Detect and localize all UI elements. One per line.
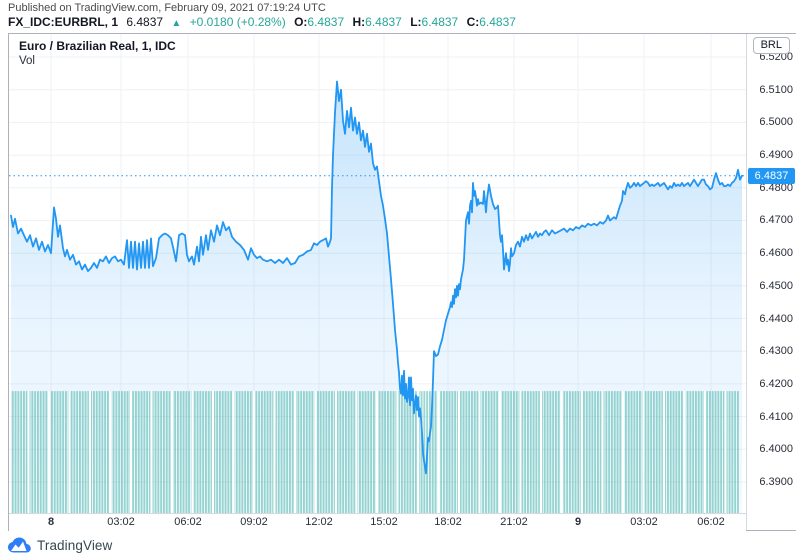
time-tick-label: 09:02 <box>240 516 268 528</box>
high-value: 6.4837 <box>365 15 402 29</box>
chart-frame: Euro / Brazilian Real, 1, IDC Vol BRL 6.… <box>8 33 796 531</box>
time-tick-label: 03:02 <box>630 516 658 528</box>
published-line: Published on TradingView.com, February 0… <box>8 2 326 14</box>
last-price-chip: 6.4837 <box>748 168 795 184</box>
time-tick-label: 06:02 <box>174 516 202 528</box>
price-line-path <box>10 80 743 475</box>
last-price-value: 6.4837 <box>126 15 164 29</box>
price-tick-label: 6.5200 <box>759 51 793 63</box>
price-tick-label: 6.4800 <box>759 181 793 194</box>
low-label: L: <box>410 15 422 29</box>
time-tick-label: 15:02 <box>370 516 398 528</box>
tradingview-logo-icon <box>8 537 31 553</box>
price-tick-label: 6.4300 <box>759 345 793 358</box>
price-tick-label: 6.4900 <box>759 149 793 162</box>
price-tick-label: 6.4000 <box>759 443 793 456</box>
price-tick-label: 6.4100 <box>759 410 793 423</box>
price-change: +0.0180 (+0.28%) <box>189 15 286 29</box>
price-axis[interactable]: BRL 6.5200 6.5100 6.5000 6.4900 6.4800 6.4700… <box>746 34 796 530</box>
price-tick-label: 6.4700 <box>759 214 793 227</box>
price-series-svg <box>9 34 746 513</box>
low-value: 6.4837 <box>421 15 459 29</box>
series <box>9 80 746 513</box>
time-axis[interactable]: 8 03:02 06:02 09:02 12:02 15:02 18:02 21:02 9 03:… <box>9 513 746 531</box>
price-chart-plot[interactable]: Euro / Brazilian Real, 1, IDC Vol <box>9 34 746 513</box>
change-arrow-up-icon: ▲ <box>171 18 182 29</box>
time-tick-label: 12:02 <box>305 516 333 528</box>
time-tick-label: 9 <box>574 516 582 528</box>
price-tick-label: 6.3900 <box>759 475 793 488</box>
time-tick-label: 18:02 <box>434 516 462 528</box>
price-tick-label: 6.4200 <box>759 377 793 390</box>
currency-toggle-button[interactable]: BRL <box>752 37 790 54</box>
open-value: 6.4837 <box>307 15 345 29</box>
volume-stripe-gaps <box>11 391 739 513</box>
price-tick-label: 6.4600 <box>759 247 793 260</box>
price-tick-label: 6.4400 <box>759 312 793 325</box>
price-tick-label: 6.4500 <box>759 279 793 292</box>
high-label: H: <box>352 15 366 29</box>
close-value: 6.4837 <box>479 15 516 29</box>
time-tick-label: 06:02 <box>697 516 725 528</box>
price-tick-label: 6.5100 <box>759 83 793 96</box>
open-label: O: <box>294 15 308 29</box>
time-tick-label: 8 <box>47 516 55 528</box>
brand-name: TradingView <box>37 538 113 553</box>
close-label: C: <box>466 15 480 29</box>
price-tick-label: 6.5000 <box>759 116 793 129</box>
time-tick-label: 21:02 <box>500 516 528 528</box>
symbol-name: FX_IDC:EURBRL, 1 <box>8 15 119 29</box>
time-tick-label: 03:02 <box>107 516 135 528</box>
symbol-info-line: FX_IDC:EURBRL, 1 6.4837 ▲ +0.0180 (+0.28… <box>8 15 516 29</box>
footer: TradingView <box>7 537 112 554</box>
